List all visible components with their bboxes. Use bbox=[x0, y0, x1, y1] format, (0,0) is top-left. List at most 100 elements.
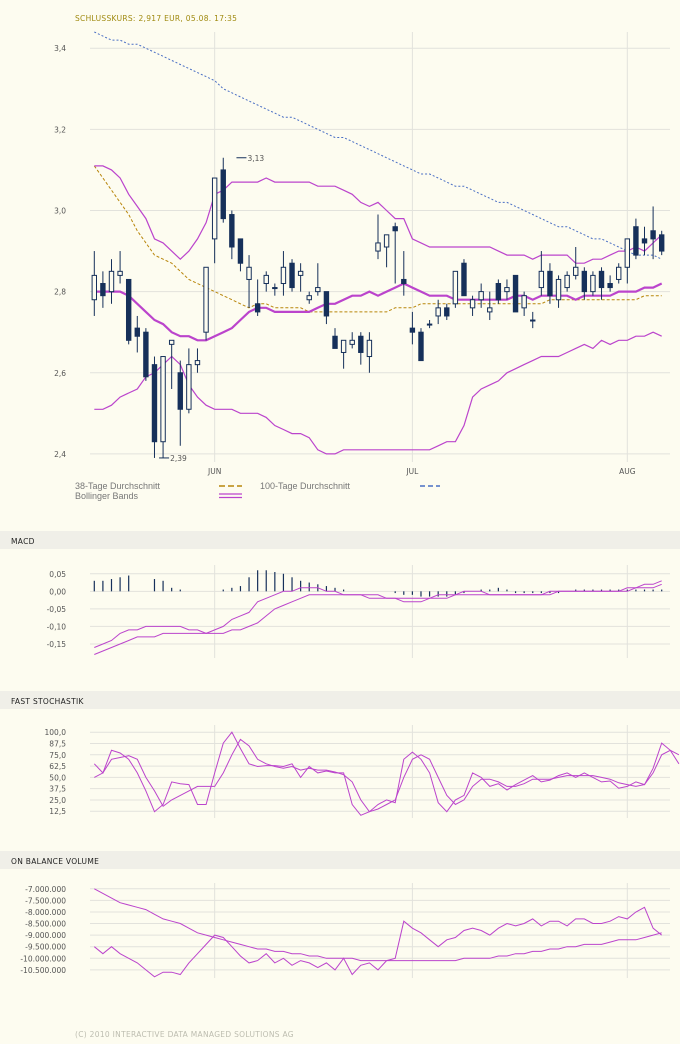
candle bbox=[306, 291, 312, 304]
candle bbox=[659, 230, 665, 256]
obv-y-tick-label: -8.000.000 bbox=[25, 908, 66, 917]
candle-body-up bbox=[297, 270, 304, 276]
candle bbox=[280, 251, 287, 296]
candle-body-down bbox=[418, 331, 424, 362]
candle bbox=[547, 263, 553, 304]
ma38-line bbox=[93, 165, 662, 313]
candle-body-up bbox=[340, 339, 347, 353]
candle-body-up bbox=[555, 278, 562, 301]
bollinger-band-line bbox=[94, 165, 663, 264]
candle-body-down bbox=[323, 291, 330, 317]
candle bbox=[469, 295, 476, 316]
legend-ma100-label: 100-Tage Durchschnitt bbox=[260, 481, 351, 491]
obv-y-tick-label: -10.500.000 bbox=[20, 966, 66, 975]
candle-body-up bbox=[469, 299, 476, 309]
candle-body-down bbox=[289, 262, 295, 289]
candle bbox=[91, 251, 97, 316]
candle-body-down bbox=[581, 270, 588, 293]
candle-body-down bbox=[358, 335, 364, 353]
legend-bollinger-label: Bollinger Bands bbox=[75, 491, 139, 501]
stochastic-y-tick-label: 75,0 bbox=[49, 751, 66, 760]
candle bbox=[426, 320, 433, 329]
candle-body-down bbox=[125, 278, 132, 341]
candle bbox=[616, 263, 622, 284]
candle-body-up bbox=[272, 287, 278, 290]
candle bbox=[392, 222, 398, 284]
candle bbox=[495, 279, 502, 304]
candle-body-down bbox=[607, 283, 613, 289]
candle bbox=[358, 332, 364, 365]
candle bbox=[487, 291, 493, 321]
stochastic-y-tick-label: 87,5 bbox=[49, 740, 66, 749]
candle-body-down bbox=[220, 169, 226, 220]
stochastic-panel: FAST STOCHASTIK 100,0 87,5 75,0 62,5 50,0 37,5… bbox=[0, 691, 680, 818]
candle-body-up bbox=[375, 242, 381, 252]
candle-body-down bbox=[237, 238, 244, 264]
candle bbox=[401, 251, 407, 296]
candle-body-up bbox=[487, 307, 493, 313]
candle-body-up bbox=[435, 307, 441, 317]
candle bbox=[100, 271, 106, 308]
stochastic-header-title: FAST STOCHASTIK bbox=[11, 697, 84, 706]
stochastic-y-tick-label: 100,0 bbox=[45, 728, 67, 737]
candle bbox=[444, 303, 450, 321]
legend-ma38-label: 38-Tage Durchschnitt bbox=[75, 481, 161, 491]
price-panel: 2,4 2,6 2,8 3,0 3,2 3,4 3,13 2,39 JUN JUL AUG 38-Ta… bbox=[54, 31, 670, 501]
price-y-tick-label: 2,6 bbox=[54, 369, 66, 378]
candle bbox=[151, 356, 158, 458]
candle-body-up bbox=[168, 339, 175, 345]
candle bbox=[435, 299, 441, 325]
candle-body-down bbox=[100, 283, 106, 297]
candle bbox=[117, 251, 123, 284]
obv-line bbox=[93, 906, 663, 978]
candle bbox=[297, 263, 304, 292]
candle bbox=[555, 275, 562, 308]
obv-average-line bbox=[94, 888, 662, 962]
candle bbox=[340, 339, 347, 369]
candle bbox=[203, 266, 209, 341]
candle-body-up bbox=[186, 364, 192, 410]
extreme-label: 2,39 bbox=[170, 454, 187, 463]
candle bbox=[641, 226, 648, 256]
extreme-label: 3,13 bbox=[247, 154, 264, 163]
candle bbox=[478, 283, 484, 308]
candle bbox=[220, 157, 226, 223]
candle-body-up bbox=[203, 266, 209, 333]
candle bbox=[254, 279, 261, 316]
candle bbox=[315, 263, 321, 296]
price-y-tick-label: 2,8 bbox=[54, 288, 66, 297]
candle-body-up bbox=[306, 295, 312, 301]
candle-body-up bbox=[211, 177, 218, 240]
price-y-tick-label: 3,2 bbox=[54, 125, 66, 134]
candle-body-up bbox=[624, 238, 631, 268]
candle bbox=[289, 259, 295, 292]
candle-body-up bbox=[315, 287, 321, 293]
candle-body-down bbox=[401, 278, 407, 285]
candle bbox=[598, 267, 605, 300]
stochastic-y-tick-label: 62,5 bbox=[49, 762, 66, 771]
candle-body-down bbox=[332, 335, 338, 349]
candle bbox=[177, 360, 183, 446]
obv-header-title: ON BALANCE VOLUME bbox=[11, 857, 99, 866]
stochastic-header-bar bbox=[0, 691, 680, 709]
candle bbox=[366, 332, 373, 373]
candle-body-up bbox=[349, 339, 355, 345]
candle-body-up bbox=[452, 270, 459, 305]
candle-body-up bbox=[426, 323, 433, 326]
candle bbox=[564, 271, 570, 292]
candle-body-up bbox=[366, 339, 373, 358]
candle-body-up bbox=[573, 266, 579, 276]
candle bbox=[229, 210, 235, 260]
obv-y-tick-label: -9.000.000 bbox=[25, 931, 66, 940]
candle-body-down bbox=[151, 364, 158, 443]
candle-body-up bbox=[160, 356, 166, 443]
candle bbox=[530, 311, 536, 329]
candle bbox=[143, 328, 149, 381]
stochastic-y-tick-label: 12,5 bbox=[49, 807, 66, 816]
candle-body-down bbox=[598, 270, 605, 289]
candle-body-up bbox=[194, 360, 201, 366]
obv-y-tick-label: -8.500.000 bbox=[25, 920, 66, 929]
price-y-tick-label: 3,4 bbox=[54, 44, 66, 53]
candle bbox=[332, 328, 338, 349]
